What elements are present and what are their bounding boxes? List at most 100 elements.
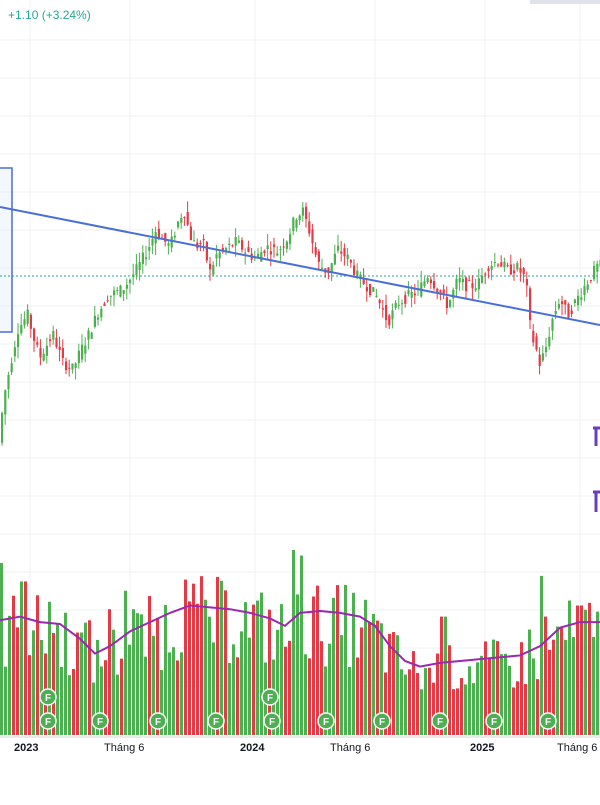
volume-bar bbox=[4, 666, 7, 735]
volume-bar bbox=[388, 633, 391, 735]
event-marker-label: F bbox=[491, 717, 497, 728]
candle bbox=[209, 256, 212, 281]
volume-bar bbox=[468, 666, 471, 735]
volume-bar bbox=[436, 653, 439, 735]
volume-bar bbox=[48, 601, 51, 735]
price-level-marker bbox=[593, 490, 600, 512]
candle bbox=[135, 253, 138, 280]
candle bbox=[586, 280, 589, 293]
candle bbox=[522, 267, 525, 283]
volume-bar bbox=[96, 639, 99, 735]
candle bbox=[484, 272, 487, 285]
candle bbox=[122, 289, 125, 301]
candle bbox=[26, 304, 29, 327]
event-marker-icon[interactable]: F bbox=[39, 688, 57, 706]
candle bbox=[551, 317, 554, 340]
volume-bar bbox=[356, 657, 359, 735]
candle bbox=[273, 237, 276, 258]
candle bbox=[417, 280, 420, 296]
volume-bar bbox=[516, 681, 519, 735]
volume-bar bbox=[260, 592, 263, 735]
event-marker-label: F bbox=[379, 717, 385, 728]
candle bbox=[423, 276, 426, 288]
volume-bar bbox=[340, 635, 343, 735]
volume-bar bbox=[488, 658, 491, 735]
event-marker-icon[interactable]: F bbox=[149, 712, 167, 730]
candle bbox=[189, 221, 192, 241]
event-marker-icon[interactable]: F bbox=[261, 688, 279, 706]
volume-bar bbox=[556, 626, 559, 735]
event-marker-icon[interactable]: F bbox=[485, 712, 503, 730]
volume-bar bbox=[548, 649, 551, 735]
candle bbox=[442, 284, 445, 300]
event-marker-icon[interactable]: F bbox=[539, 712, 557, 730]
candle bbox=[17, 323, 20, 359]
volume-bar bbox=[564, 639, 567, 735]
candle bbox=[100, 306, 103, 321]
candle bbox=[285, 240, 288, 253]
event-marker-icon[interactable]: F bbox=[207, 712, 225, 730]
volume-bar bbox=[380, 623, 383, 735]
candle bbox=[125, 278, 128, 300]
volume-bar bbox=[144, 656, 147, 735]
candle bbox=[359, 271, 362, 288]
candle bbox=[497, 263, 500, 268]
event-marker-icon[interactable]: F bbox=[431, 712, 449, 730]
volume-bar bbox=[64, 612, 67, 735]
candle bbox=[81, 334, 84, 363]
candle bbox=[538, 347, 541, 375]
candle bbox=[404, 291, 407, 308]
candle bbox=[461, 270, 464, 291]
volume-bar bbox=[364, 599, 367, 735]
volume-bar bbox=[112, 629, 115, 735]
volume-bar bbox=[160, 669, 163, 735]
range-selection-box[interactable] bbox=[0, 167, 13, 333]
event-marker-icon[interactable]: F bbox=[263, 712, 281, 730]
candle bbox=[519, 258, 522, 282]
candle bbox=[77, 343, 80, 369]
volume-bar bbox=[480, 655, 483, 735]
candle bbox=[29, 312, 32, 338]
candle bbox=[401, 299, 404, 315]
event-marker-icon[interactable]: F bbox=[317, 712, 335, 730]
volume-bar bbox=[132, 609, 135, 735]
volume-bar bbox=[336, 585, 339, 735]
event-marker-label: F bbox=[213, 717, 219, 728]
volume-bar bbox=[276, 629, 279, 735]
volume-bar bbox=[196, 603, 199, 735]
candle bbox=[324, 268, 327, 278]
candle bbox=[525, 271, 528, 297]
candle bbox=[106, 295, 109, 303]
volume-bar bbox=[596, 611, 599, 735]
candle bbox=[132, 263, 135, 285]
volume-bar bbox=[244, 602, 247, 735]
candle bbox=[292, 216, 295, 236]
candle bbox=[180, 213, 183, 229]
volume-bar bbox=[504, 653, 507, 735]
candle bbox=[321, 258, 324, 270]
volume-bar bbox=[452, 689, 455, 735]
event-marker-icon[interactable]: F bbox=[39, 712, 57, 730]
volume-bar bbox=[176, 660, 179, 735]
candle bbox=[445, 286, 448, 315]
volume-bar bbox=[280, 604, 283, 735]
volume-bar bbox=[180, 652, 183, 735]
candle bbox=[183, 216, 186, 226]
volume-bar bbox=[72, 669, 75, 735]
candle bbox=[583, 278, 586, 302]
event-marker-icon[interactable]: F bbox=[373, 712, 391, 730]
volume-bar bbox=[184, 579, 187, 735]
candle bbox=[157, 220, 160, 241]
candle bbox=[93, 305, 96, 329]
trendline[interactable] bbox=[0, 206, 600, 326]
volume-bar bbox=[124, 590, 127, 735]
event-marker-icon[interactable]: F bbox=[91, 712, 109, 730]
volume-bar bbox=[0, 562, 3, 735]
candle bbox=[33, 327, 36, 352]
volume-bar bbox=[308, 658, 311, 735]
candle bbox=[509, 254, 512, 276]
candle bbox=[541, 345, 544, 363]
candle bbox=[545, 337, 548, 357]
